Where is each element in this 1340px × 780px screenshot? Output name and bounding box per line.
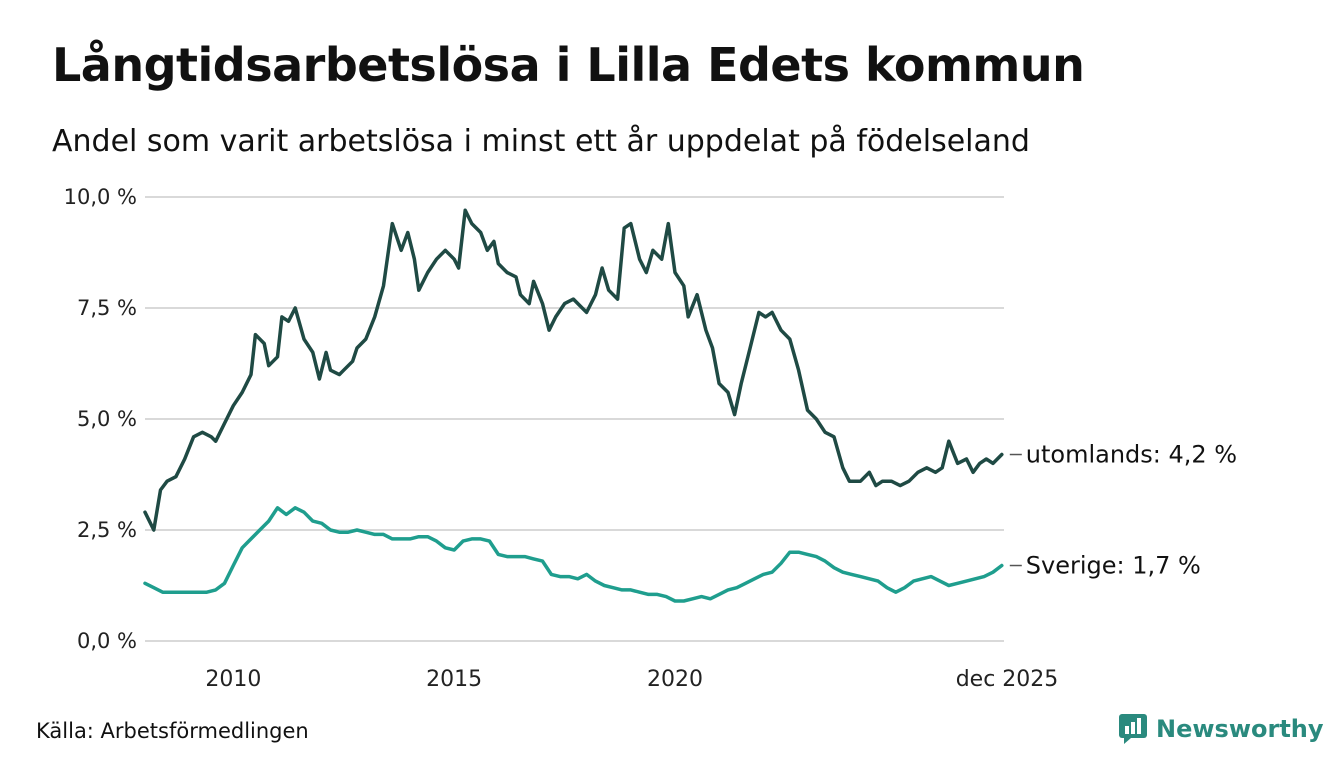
series-end-labels: utomlands: 4,2 % Sverige: 1,7 %: [1009, 441, 1237, 580]
line-chart: 0,0 % 2,5 % 5,0 % 7,5 % 10,0 % 2010 2015 2020 d…: [64, 185, 1238, 692]
series-line-utomlands: [143, 208, 1004, 532]
x-tick-label: 2015: [426, 667, 482, 692]
newsworthy-logo-icon: [1119, 714, 1147, 744]
series-lines: [143, 208, 1004, 603]
x-tick-label: dec 2025: [956, 667, 1059, 692]
chart-title: Långtidsarbetslösa i Lilla Edets kommun: [52, 38, 1085, 92]
chart-subtitle: Andel som varit arbetslösa i minst ett å…: [52, 124, 1030, 159]
end-label-sverige: Sverige: 1,7 %: [1026, 552, 1201, 580]
y-tick-label: 10,0 %: [64, 185, 137, 209]
series-line-sverige: [143, 506, 1004, 603]
y-tick-label: 7,5 %: [77, 296, 137, 320]
x-tick-label: 2010: [205, 667, 261, 692]
gridlines: [145, 196, 1004, 642]
y-tick-label: 5,0 %: [77, 407, 137, 431]
x-axis-tick-labels: 2010 2015 2020 dec 2025: [205, 667, 1058, 692]
brand-logo: Newsworthy: [1118, 713, 1324, 745]
brand-name: Newsworthy: [1156, 715, 1324, 743]
y-tick-label: 2,5 %: [77, 518, 137, 542]
end-label-utomlands: utomlands: 4,2 %: [1026, 441, 1237, 469]
y-tick-label: 0,0 %: [77, 629, 137, 653]
y-axis-tick-labels: 0,0 % 2,5 % 5,0 % 7,5 % 10,0 %: [64, 185, 137, 653]
x-tick-label: 2020: [647, 667, 703, 692]
source-note: Källa: Arbetsförmedlingen: [36, 719, 309, 743]
